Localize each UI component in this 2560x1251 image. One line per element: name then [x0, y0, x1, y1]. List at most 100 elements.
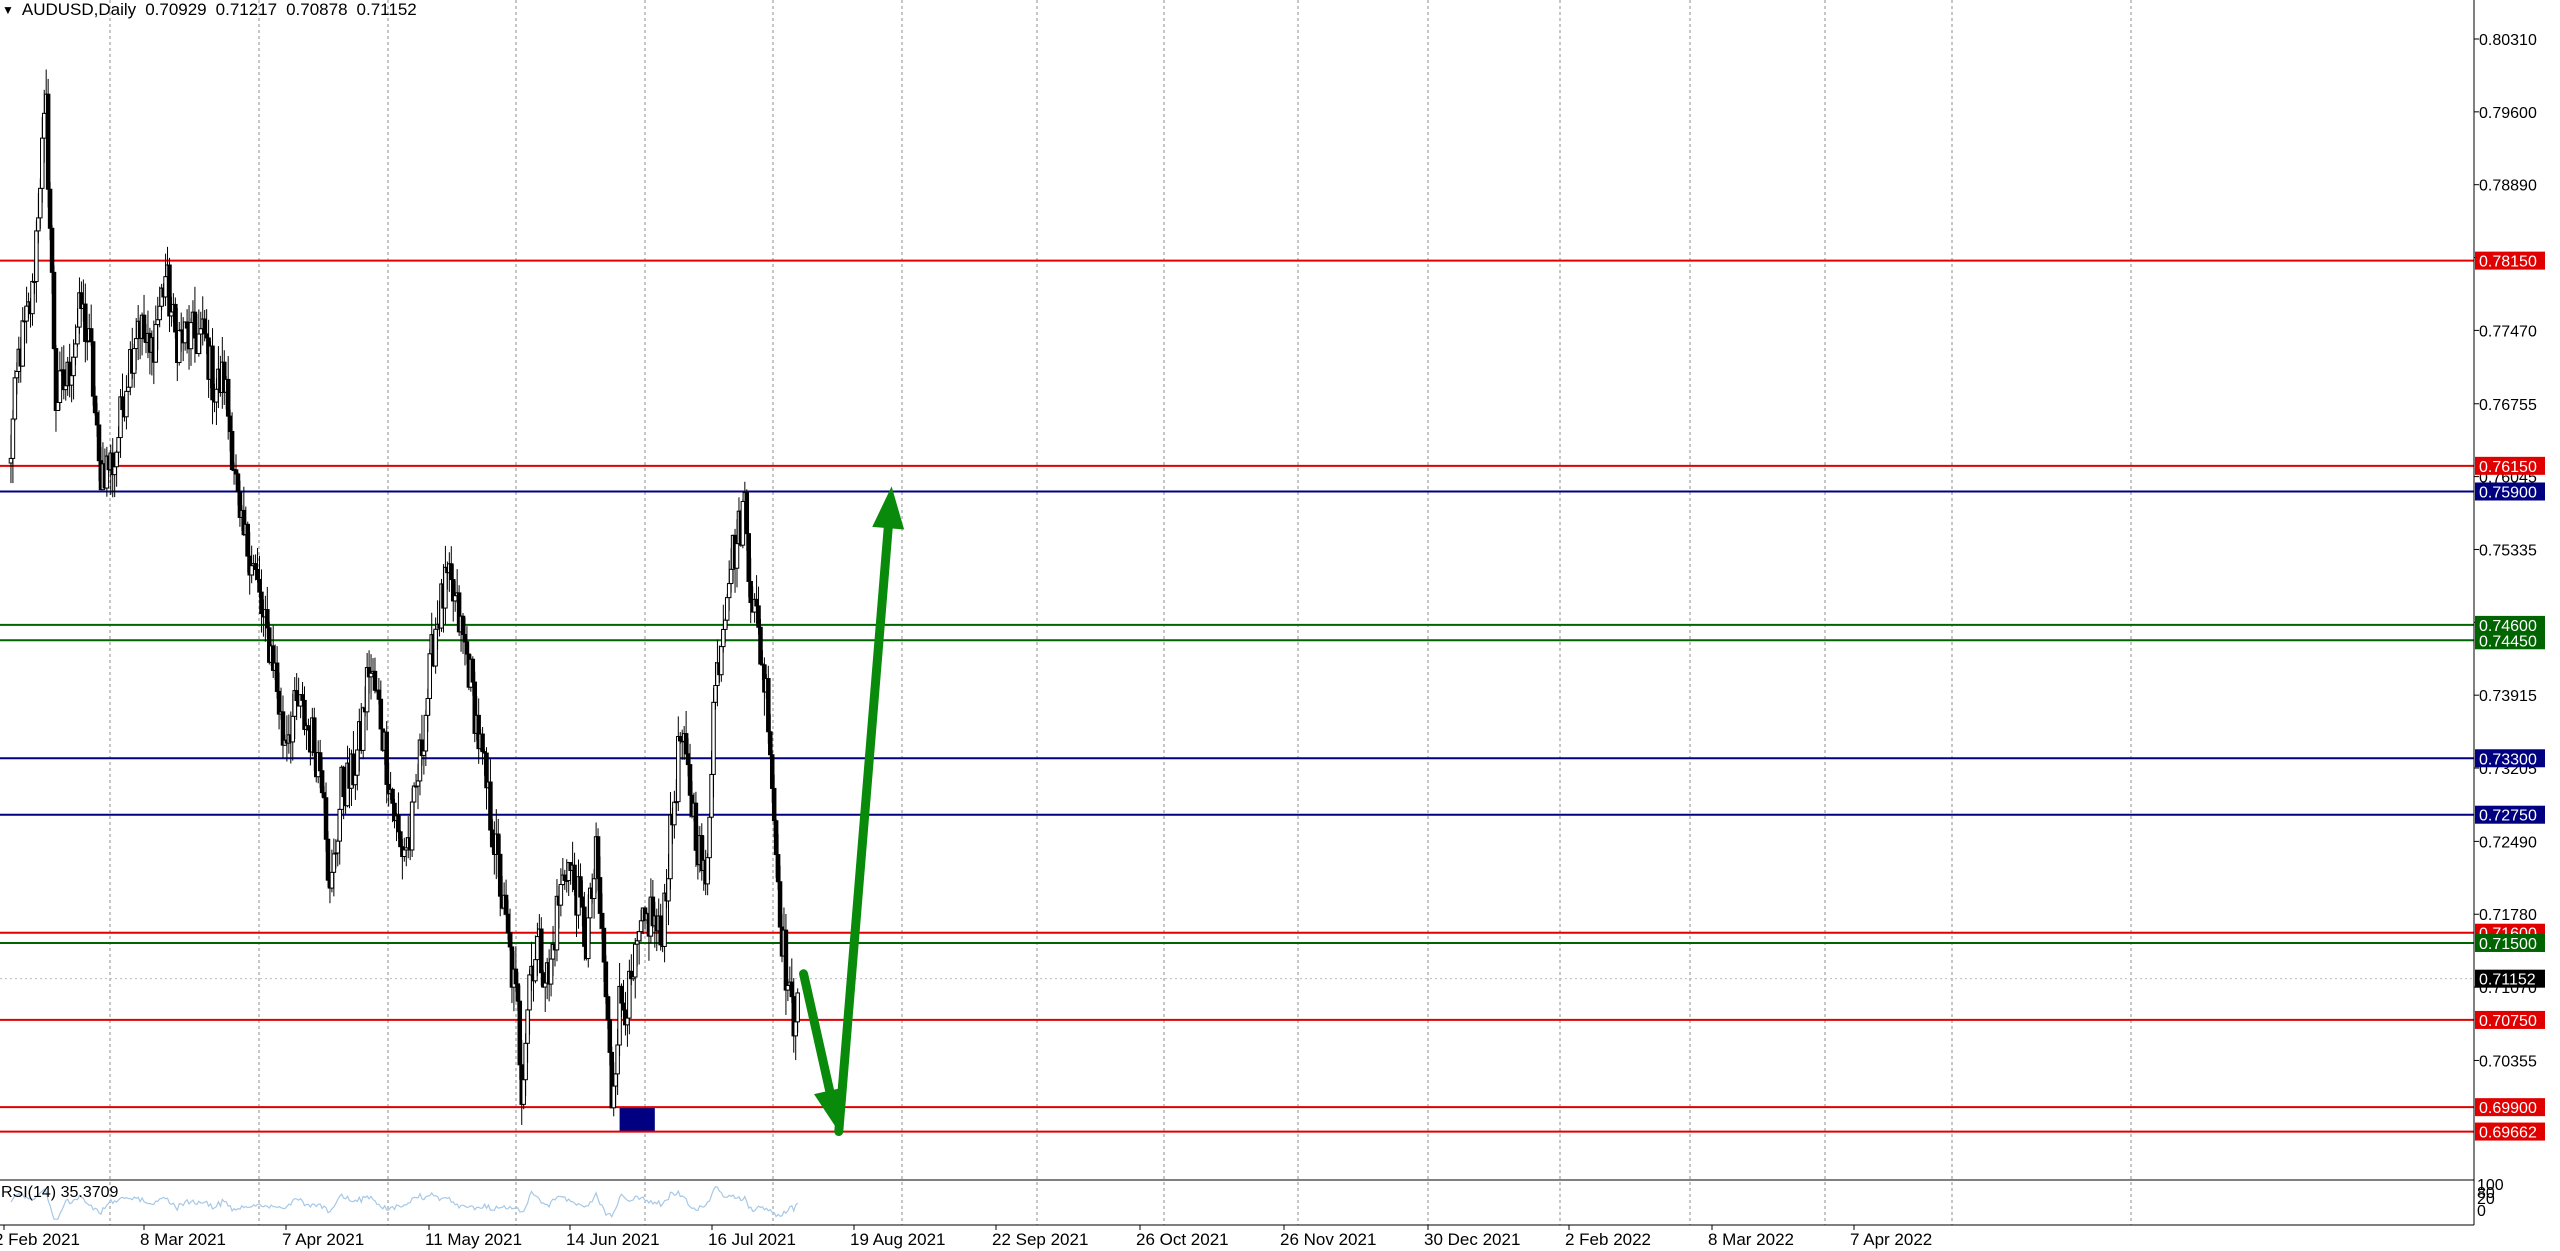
candle-body: [92, 395, 98, 414]
level-price-label: 0.76150: [2479, 459, 2537, 476]
level-price-label: 0.69662: [2479, 1125, 2537, 1142]
candle-body: [24, 305, 29, 322]
candle-body: [63, 385, 69, 391]
candle-body: [167, 264, 172, 317]
candle-body: [14, 370, 20, 379]
price-scale: 0.803100.796000.788900.781800.774700.767…: [2474, 32, 2537, 1070]
candle-body: [515, 983, 521, 1002]
candle-body: [582, 906, 587, 947]
candle-body: [443, 566, 448, 609]
candle-body: [678, 735, 683, 742]
level-price-label: 0.75900: [2479, 484, 2537, 501]
candle-body: [605, 996, 611, 1021]
candle-body: [372, 670, 378, 691]
candle-body: [294, 690, 299, 702]
candle-body: [721, 628, 726, 648]
level-price-badge: [2475, 251, 2545, 270]
time-tick-label: 8 Mar 2022: [1708, 1230, 1794, 1249]
candle-body: [756, 605, 761, 628]
rsi-scale-label: 100: [2477, 1177, 2504, 1194]
triangle-down-icon[interactable]: ▼: [2, 3, 14, 17]
candle-body: [192, 311, 198, 339]
candle-body: [539, 928, 544, 974]
candle-body: [754, 598, 759, 607]
candle-body: [331, 853, 337, 873]
candle-body: [312, 717, 317, 754]
candle-body: [40, 137, 45, 189]
candle-body: [325, 838, 331, 881]
time-tick-label: 16 Jul 2021: [708, 1230, 796, 1249]
candle-body: [621, 1002, 626, 1011]
candle-body: [302, 699, 307, 730]
candle-body: [603, 961, 609, 998]
candle-body: [265, 609, 270, 629]
forecast-arrows: [799, 486, 905, 1137]
level-price-badge: [2475, 749, 2545, 768]
time-tick-label: 7 Apr 2021: [282, 1230, 364, 1249]
candle-body: [235, 473, 241, 493]
rsi-line: [10, 1186, 799, 1220]
candle-body: [599, 912, 605, 929]
candle-body: [225, 378, 231, 417]
price-tick-label: 0.72490: [2479, 834, 2537, 851]
candle-body: [713, 685, 718, 703]
candle-body: [196, 333, 202, 354]
candle-body: [184, 321, 190, 329]
candle-body: [227, 415, 233, 432]
candle-body: [785, 984, 791, 991]
candle-body: [202, 318, 207, 335]
candle-body: [360, 707, 366, 751]
candle-body: [533, 959, 538, 982]
time-tick-label: 2 Feb 2022: [1565, 1230, 1651, 1249]
candle-body: [409, 801, 415, 851]
candle-body: [795, 992, 800, 1023]
candle-body: [155, 319, 160, 326]
candle-body: [398, 831, 403, 848]
time-tick-label: 30 Dec 2021: [1424, 1230, 1520, 1249]
candle-body: [683, 733, 689, 755]
candle-body: [276, 690, 282, 715]
candle-body: [73, 343, 78, 358]
candle-body: [427, 653, 433, 699]
candle-body: [423, 714, 429, 752]
candle-body: [368, 672, 374, 678]
price-tick-label: 0.70355: [2479, 1053, 2537, 1070]
time-tick-label: 14 Jun 2021: [566, 1230, 660, 1249]
candle-body: [45, 93, 51, 190]
candle-body: [687, 764, 693, 796]
level-lines: [0, 259, 2474, 1133]
candle-body: [480, 733, 485, 753]
candle-body: [10, 418, 16, 459]
candle-body: [777, 881, 783, 928]
level-price-badge: [2475, 1010, 2545, 1029]
close-quote: 0.71152: [356, 0, 417, 19]
level-price-label: 0.71500: [2479, 936, 2537, 953]
candle-body: [793, 1021, 798, 1037]
candle-body: [611, 1085, 616, 1109]
candle-body: [36, 217, 41, 232]
candle-body: [586, 917, 591, 960]
candle-body: [396, 815, 401, 833]
candle-body: [558, 884, 564, 906]
price-tick-label: 0.77470: [2479, 323, 2537, 340]
candle-body: [449, 563, 454, 581]
candle-body: [711, 701, 716, 775]
rsi-scale-label: 0: [2477, 1203, 2486, 1220]
candle-body: [177, 329, 182, 364]
candle-body: [69, 375, 74, 386]
candle-body: [214, 388, 219, 403]
candle-body: [245, 523, 251, 557]
candle-body: [562, 874, 568, 881]
time-tick-label: 8 Mar 2021: [140, 1230, 226, 1249]
rsi-indicator-label: RSI(14) 35.3709: [1, 1184, 119, 1201]
level-price-label: 0.78150: [2479, 254, 2537, 271]
candle-body: [505, 913, 511, 934]
candle-body: [411, 785, 417, 803]
candle-body: [775, 854, 781, 883]
candle-body: [496, 833, 501, 855]
candle-body: [38, 187, 43, 219]
candle-body: [580, 896, 585, 908]
candle-body: [503, 894, 509, 915]
